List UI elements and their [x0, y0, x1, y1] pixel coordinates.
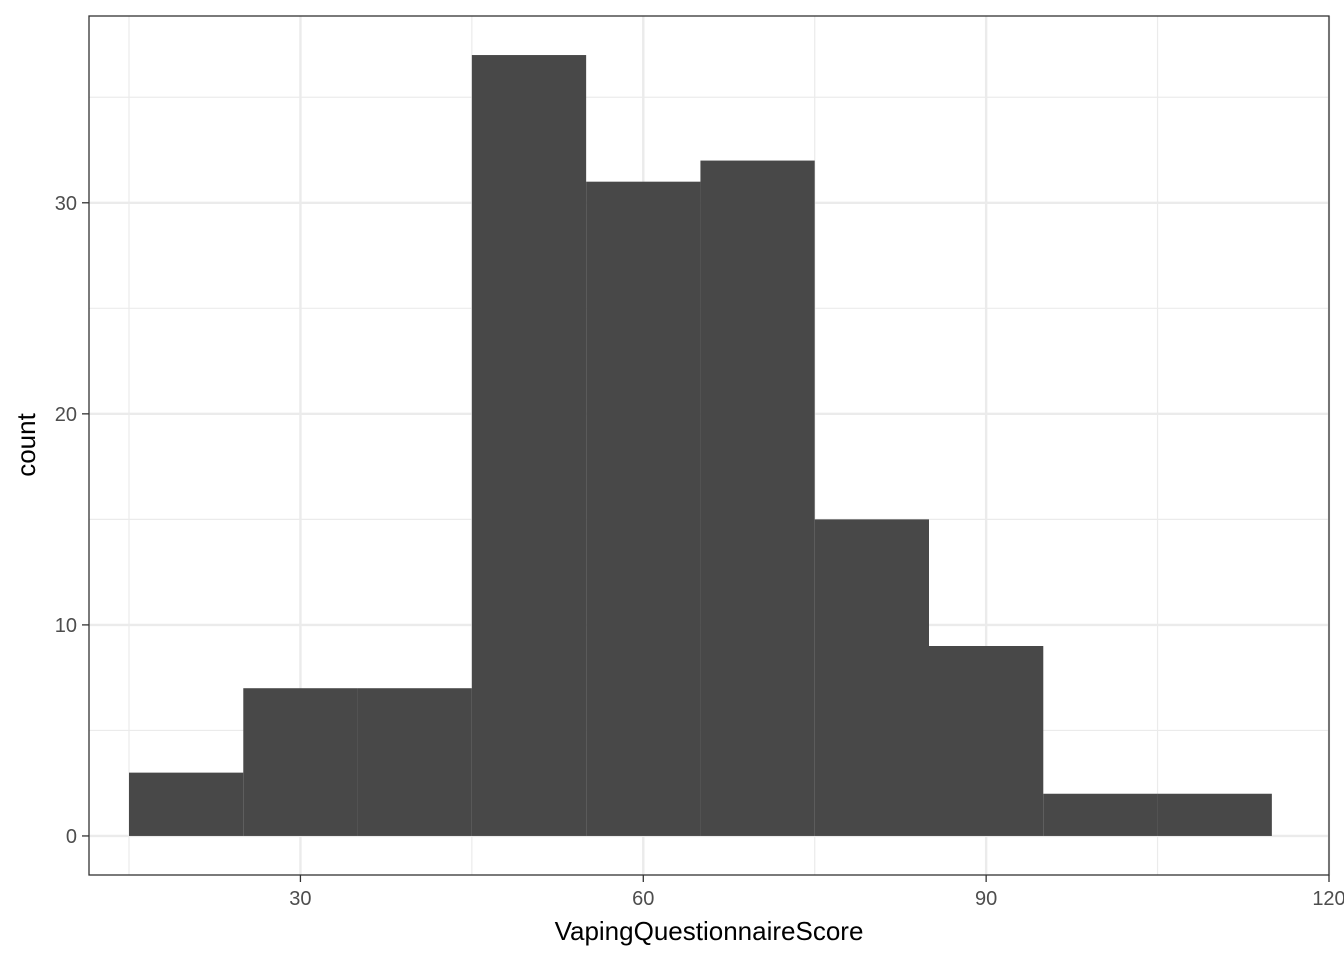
histogram-bar: [1043, 793, 1158, 836]
y-tick-label: 30: [55, 193, 77, 215]
histogram-bar: [929, 646, 1044, 836]
histogram-bar: [814, 519, 929, 836]
y-tick-label: 0: [66, 826, 77, 848]
x-tick-label: 60: [632, 888, 654, 910]
histogram-bar: [357, 688, 472, 836]
y-tick-label: 10: [55, 615, 77, 637]
x-tick-label: 90: [975, 888, 997, 910]
x-axis: 30 60 90 120: [289, 875, 1344, 910]
histogram-bars: [129, 55, 1272, 836]
histogram-bar: [586, 181, 701, 836]
histogram-bar: [1157, 793, 1272, 836]
y-axis: 0 10 20 30: [55, 193, 89, 848]
x-axis-title: VapingQuestionnaireScore: [555, 916, 864, 946]
panel-border: [88, 15, 1330, 876]
x-tick-label: 30: [289, 888, 311, 910]
y-tick-label: 20: [55, 404, 77, 426]
histogram-bar: [700, 160, 815, 836]
histogram-bar: [471, 55, 587, 836]
x-tick-label: 120: [1312, 888, 1344, 910]
histogram-bar: [243, 688, 358, 836]
histogram-bar: [129, 772, 244, 836]
y-axis-title: count: [11, 412, 41, 476]
